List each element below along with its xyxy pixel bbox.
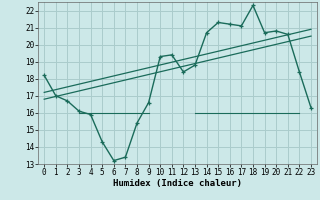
X-axis label: Humidex (Indice chaleur): Humidex (Indice chaleur) [113, 179, 242, 188]
